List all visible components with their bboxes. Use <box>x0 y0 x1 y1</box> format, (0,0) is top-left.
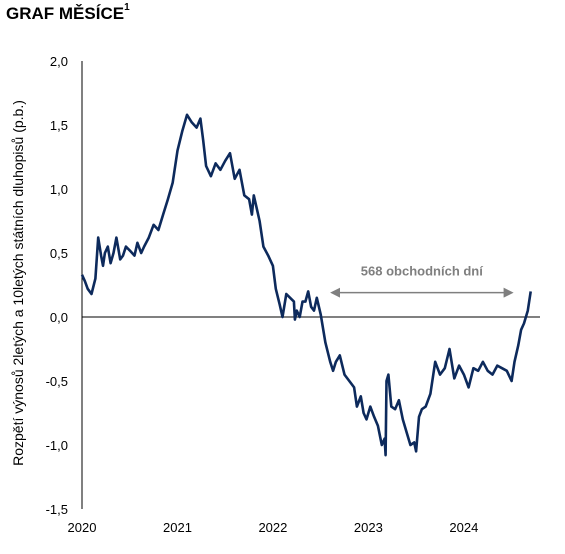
y-tick-label: 1,0 <box>50 182 68 197</box>
chart-title-footnote: 1 <box>124 2 130 14</box>
annotation-label: 568 obchodních dní <box>361 264 483 279</box>
y-tick-label: 0,5 <box>50 246 68 261</box>
y-tick-labels: 2,0 1,5 1,0 0,5 0,0 -0,5 -1,0 -1,5 <box>46 54 68 517</box>
chart-title-text: GRAF MĚSÍCE <box>6 4 125 23</box>
series-line <box>80 113 532 457</box>
x-tick-label: 2024 <box>449 520 478 535</box>
y-tick-label: 1,5 <box>50 118 68 133</box>
x-tick-label: 2020 <box>68 520 97 535</box>
x-tick-label: 2022 <box>258 520 287 535</box>
y-tick-label: -0,5 <box>46 374 68 389</box>
y-tick-label: -1,5 <box>46 502 68 517</box>
y-tick-label: -1,0 <box>46 438 68 453</box>
chart-title: GRAF MĚSÍCE1 <box>6 2 130 24</box>
x-tick-label: 2021 <box>163 520 192 535</box>
x-tick-label: 2023 <box>354 520 383 535</box>
y-tick-label: 2,0 <box>50 54 68 69</box>
x-tick-labels: 2020 2021 2022 2023 2024 <box>68 520 479 535</box>
y-axis-label: Rozpětí výnosů 2letých a 10letých státní… <box>10 100 26 466</box>
y-tick-label: 0,0 <box>50 310 68 325</box>
